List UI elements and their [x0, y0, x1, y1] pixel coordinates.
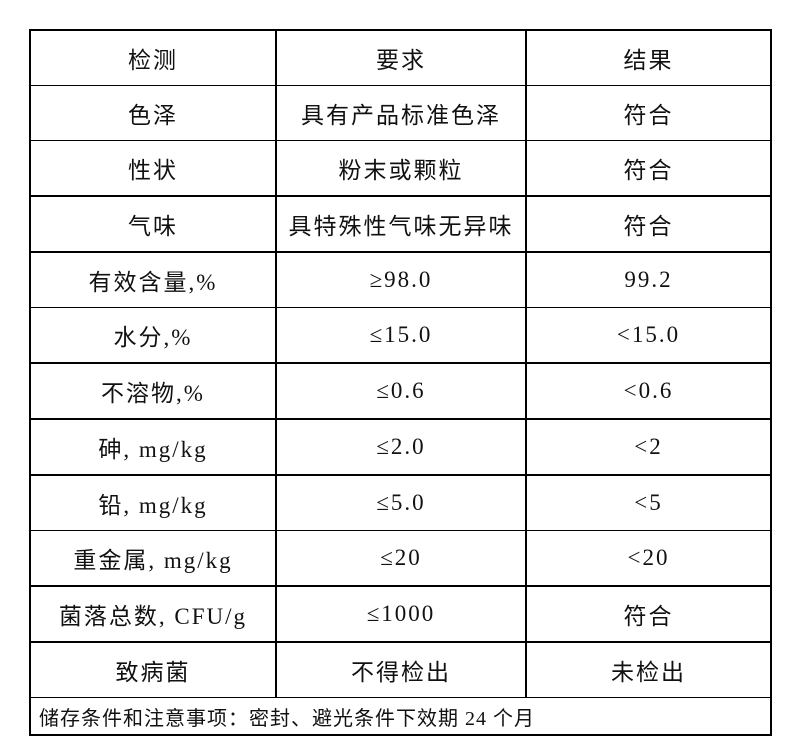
inspection-table: 检测 要求 结果 色泽 具有产品标准色泽 符合 性状 粉末或颗粒 符合 气味 具… [29, 29, 772, 736]
header-requirement: 要求 [275, 30, 527, 86]
requirement-cell: ≤5.0 [275, 475, 527, 531]
item-cell: 致病菌 [29, 642, 277, 698]
table-row-color: 色泽 具有产品标准色泽 符合 [29, 85, 772, 141]
table-row-pathogens: 致病菌 不得检出 未检出 [29, 642, 772, 698]
table-row-appearance: 性状 粉末或颗粒 符合 [29, 140, 772, 197]
item-cell: 气味 [29, 196, 277, 253]
header-result: 结果 [525, 30, 772, 86]
requirement-cell: ≤1000 [275, 586, 527, 643]
result-cell: <15.0 [525, 307, 772, 364]
table-row-lead: 铅, mg/kg ≤5.0 <5 [29, 475, 772, 531]
requirement-cell: ≤0.6 [275, 363, 527, 420]
result-cell: 符合 [525, 586, 772, 643]
item-cell: 菌落总数, CFU/g [29, 586, 277, 643]
header-row: 检测 要求 结果 [29, 30, 772, 86]
header-item: 检测 [29, 30, 277, 86]
item-cell: 色泽 [29, 85, 277, 141]
result-cell: 99.2 [525, 252, 772, 308]
table-row-assay: 有效含量,% ≥98.0 99.2 [29, 252, 772, 308]
storage-note-row: 储存条件和注意事项：密封、避光条件下效期 24 个月 [29, 697, 772, 735]
requirement-cell: 粉末或颗粒 [275, 140, 527, 197]
result-cell: <0.6 [525, 363, 772, 420]
item-cell: 砷, mg/kg [29, 419, 277, 476]
table-row-insolubles: 不溶物,% ≤0.6 <0.6 [29, 363, 772, 420]
storage-note: 储存条件和注意事项：密封、避光条件下效期 24 个月 [29, 697, 772, 735]
item-cell: 重金属, mg/kg [29, 530, 277, 587]
table-row-total-plate-count: 菌落总数, CFU/g ≤1000 符合 [29, 586, 772, 643]
item-cell: 水分,% [29, 307, 277, 364]
table-row-arsenic: 砷, mg/kg ≤2.0 <2 [29, 419, 772, 476]
item-cell: 铅, mg/kg [29, 475, 277, 531]
requirement-cell: ≤15.0 [275, 307, 527, 364]
item-cell: 性状 [29, 140, 277, 197]
item-cell: 不溶物,% [29, 363, 277, 420]
item-cell: 有效含量,% [29, 252, 277, 308]
result-cell: 符合 [525, 140, 772, 197]
result-cell: <2 [525, 419, 772, 476]
table-row-moisture: 水分,% ≤15.0 <15.0 [29, 307, 772, 364]
result-cell: <20 [525, 530, 772, 587]
requirement-cell: 不得检出 [275, 642, 527, 698]
table-row-odor: 气味 具特殊性气味无异味 符合 [29, 196, 772, 253]
requirement-cell: 具有产品标准色泽 [275, 85, 527, 141]
requirement-cell: 具特殊性气味无异味 [275, 196, 527, 253]
result-cell: 未检出 [525, 642, 772, 698]
result-cell: <5 [525, 475, 772, 531]
requirement-cell: ≤2.0 [275, 419, 527, 476]
table-row-heavy-metals: 重金属, mg/kg ≤20 <20 [29, 530, 772, 587]
result-cell: 符合 [525, 85, 772, 141]
result-cell: 符合 [525, 196, 772, 253]
requirement-cell: ≤20 [275, 530, 527, 587]
requirement-cell: ≥98.0 [275, 252, 527, 308]
